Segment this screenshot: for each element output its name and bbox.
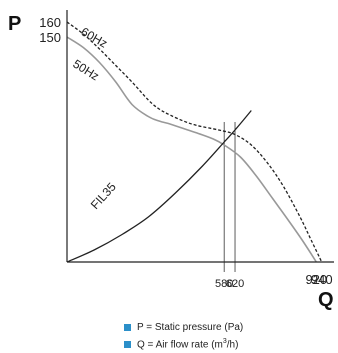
legend-swatch [124,340,131,348]
y-axis-letter: P [8,13,21,35]
series-line-50hz [66,36,317,263]
legend-text-pressure: P = Static pressure (Pa) [137,322,244,333]
x-axis-letter: Q [318,289,334,311]
series-line-60hz [66,21,323,263]
y-tick-label-160: 160 [39,15,61,30]
legend-item-pressure: P = Static pressure (Pa) [124,322,243,333]
series-label-fil35: FIL35 [88,180,119,212]
y-tick-label-150: 150 [39,30,61,45]
legend-item-airflow: Q = Air flow rate (m3/h) [124,338,238,350]
x-tick-label-620: 620 [226,278,244,290]
legend-text-airflow: Q = Air flow rate (m3/h) [137,338,239,351]
legend-swatch [124,324,131,331]
x-tick-label-920: 920 [305,272,327,287]
x-tick-label-940: 940 [311,272,333,287]
series-line-fil35 [66,110,252,263]
x-tick-label-580: 580 [215,278,233,290]
